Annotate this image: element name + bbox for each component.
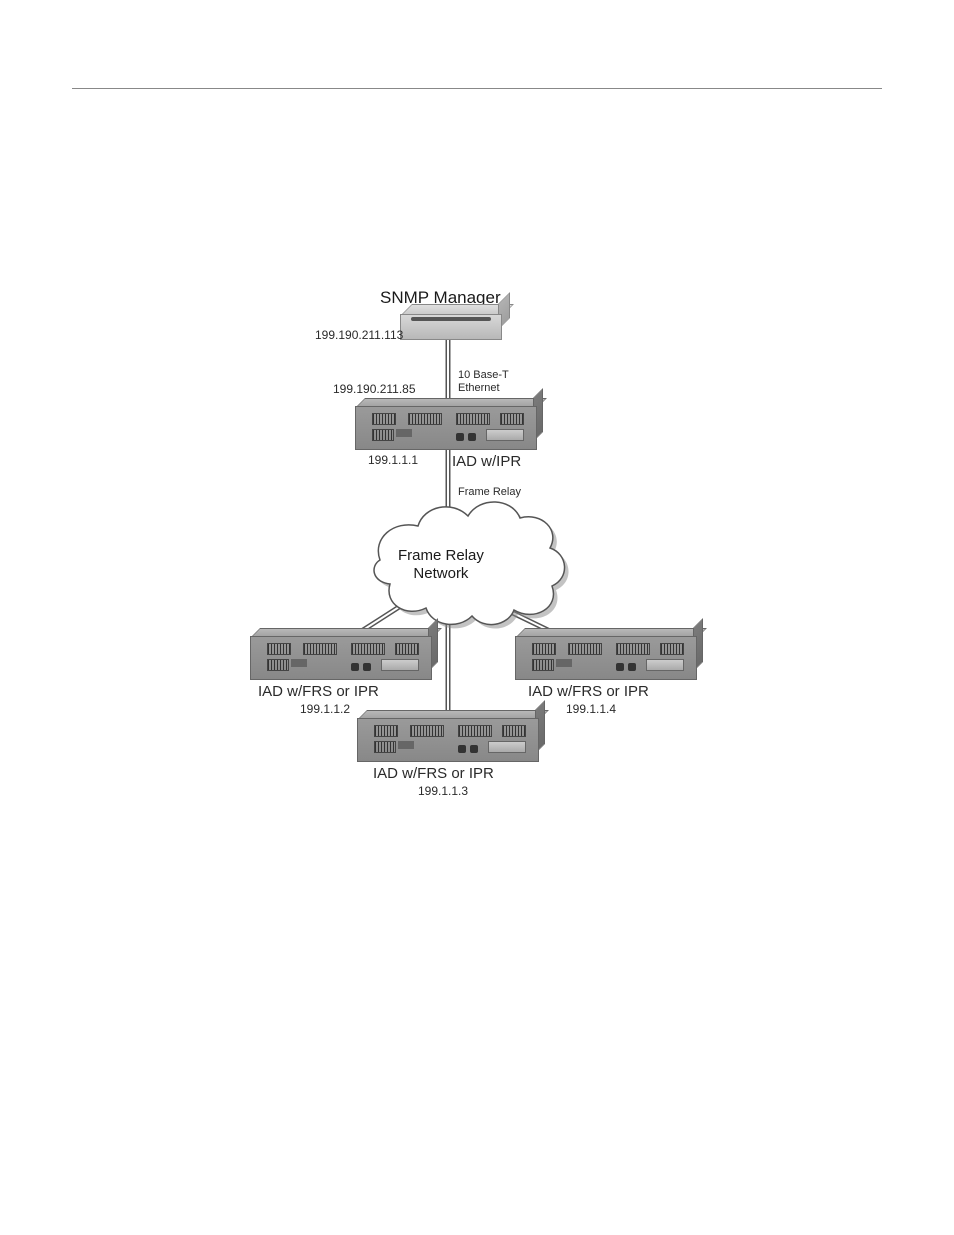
ethernet-label-line2: Ethernet bbox=[458, 382, 500, 394]
right-iad-device bbox=[515, 636, 695, 678]
page: SNMP Manager 199.190.211.113 199.190.211… bbox=[0, 0, 954, 1235]
cloud-line2: Network bbox=[398, 565, 484, 583]
ethernet-label-line1: 10 Base-T bbox=[458, 369, 509, 381]
right-iad-label: IAD w/FRS or IPR bbox=[528, 683, 649, 700]
snmp-manager-device bbox=[400, 314, 500, 338]
cloud-line1: Frame Relay bbox=[398, 547, 484, 565]
middle-iad-label: IAD w/FRS or IPR bbox=[373, 765, 494, 782]
left-iad-label: IAD w/FRS or IPR bbox=[258, 683, 379, 700]
hub-iad-ip: 199.1.1.1 bbox=[368, 453, 418, 467]
hub-iad-label: IAD w/IPR bbox=[452, 453, 521, 470]
left-iad-device bbox=[250, 636, 430, 678]
left-iad-ip: 199.1.1.2 bbox=[300, 702, 350, 716]
ethernet-interface-ip: 199.190.211.85 bbox=[333, 382, 416, 396]
right-iad-ip: 199.1.1.4 bbox=[566, 702, 616, 716]
middle-iad-ip: 199.1.1.3 bbox=[418, 784, 468, 798]
frame-relay-cloud-label: Frame Relay Network bbox=[398, 547, 484, 583]
middle-iad-device bbox=[357, 718, 537, 760]
snmp-manager-ip: 199.190.211.113 bbox=[315, 328, 403, 342]
frame-relay-link-label: Frame Relay bbox=[458, 486, 521, 498]
hub-iad-device bbox=[355, 406, 535, 448]
network-diagram: SNMP Manager 199.190.211.113 199.190.211… bbox=[0, 0, 954, 1235]
